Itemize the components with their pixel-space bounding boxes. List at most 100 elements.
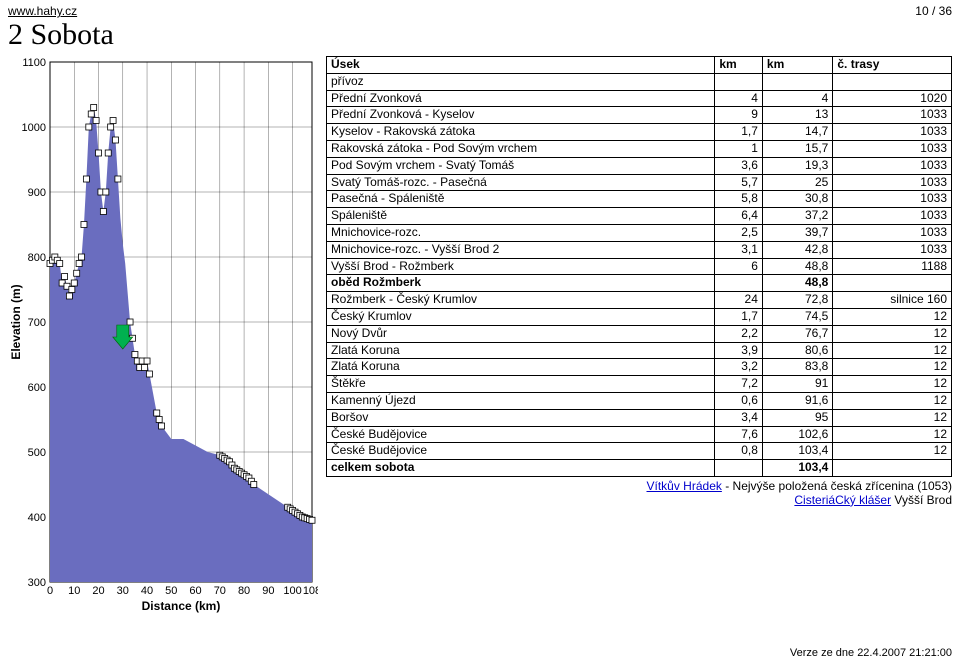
table-cell: Spáleniště: [327, 208, 715, 225]
table-cell: 12: [833, 325, 952, 342]
table-cell: 48,8: [762, 258, 832, 275]
table-row: Rakovská zátoka - Pod Sovým vrchem115,71…: [327, 140, 952, 157]
table-cell: Mnichovice-rozc. - Vyšší Brod 2: [327, 241, 715, 258]
table-cell: 12: [833, 392, 952, 409]
table-cell: Svatý Tomáš-rozc. - Pasečná: [327, 174, 715, 191]
table-cell: 1,7: [715, 308, 763, 325]
table-cell: 1033: [833, 241, 952, 258]
link-cisteriacky-klaser[interactable]: CisteriáCký klášer: [794, 493, 891, 507]
svg-text:900: 900: [28, 187, 46, 199]
table-cell: 12: [833, 426, 952, 443]
svg-text:100: 100: [283, 585, 301, 597]
table-cell: České Budějovice: [327, 443, 715, 460]
table-cell: 1033: [833, 191, 952, 208]
table-cell: 74,5: [762, 308, 832, 325]
table-cell: České Budějovice: [327, 426, 715, 443]
table-cell: 3,4: [715, 409, 763, 426]
table-cell: 12: [833, 359, 952, 376]
table-cell: 14,7: [762, 124, 832, 141]
table-cell: Vyšší Brod - Rožmberk: [327, 258, 715, 275]
elevation-svg: 0102030405060708090100108300400500600700…: [8, 56, 318, 616]
table-cell: [762, 73, 832, 90]
table-header-row: Úsek km km č. trasy: [327, 57, 952, 74]
table-cell: 3,9: [715, 342, 763, 359]
svg-text:Elevation (m): Elevation (m): [9, 284, 23, 359]
table-cell: 4: [715, 90, 763, 107]
table-cell: [715, 73, 763, 90]
table-cell: 1033: [833, 124, 952, 141]
table-cell: silnice 160: [833, 292, 952, 309]
svg-text:700: 700: [28, 317, 46, 329]
table-cell: Rožmberk - Český Krumlov: [327, 292, 715, 309]
table-cell: 3,2: [715, 359, 763, 376]
table-cell: 12: [833, 409, 952, 426]
table-cell: Nový Dvůr: [327, 325, 715, 342]
table-row: Kyselov - Rakovská zátoka1,714,71033: [327, 124, 952, 141]
table-row: Štěkře7,29112: [327, 376, 952, 393]
table-cell: 12: [833, 308, 952, 325]
table-cell: Český Krumlov: [327, 308, 715, 325]
svg-text:80: 80: [238, 585, 250, 597]
table-cell: přívoz: [327, 73, 715, 90]
link-vitkuv-hradek[interactable]: Vítkův Hrádek: [647, 479, 722, 493]
table-cell: 103,4: [762, 443, 832, 460]
table-row: Svatý Tomáš-rozc. - Pasečná5,7251033: [327, 174, 952, 191]
table-row: oběd Rožmberk48,8: [327, 275, 952, 292]
table-cell: 0,8: [715, 443, 763, 460]
table-cell: 6,4: [715, 208, 763, 225]
table-cell: 0,6: [715, 392, 763, 409]
table-row: České Budějovice7,6102,612: [327, 426, 952, 443]
table-row: Mnichovice-rozc. - Vyšší Brod 23,142,810…: [327, 241, 952, 258]
page-number: 10 / 36: [915, 4, 952, 18]
table-cell: 1033: [833, 174, 952, 191]
table-cell: [715, 460, 763, 477]
table-cell: 2,5: [715, 224, 763, 241]
table-cell: 37,2: [762, 208, 832, 225]
table-cell: 95: [762, 409, 832, 426]
table-cell: Přední Zvonková: [327, 90, 715, 107]
table-cell: 9: [715, 107, 763, 124]
table-row: přívoz: [327, 73, 952, 90]
table-cell: 1033: [833, 224, 952, 241]
table-row: Mnichovice-rozc.2,539,71033: [327, 224, 952, 241]
table-row: celkem sobota103,4: [327, 460, 952, 477]
svg-text:10: 10: [68, 585, 80, 597]
svg-text:90: 90: [262, 585, 274, 597]
note2-text: Vyšší Brod: [891, 493, 952, 507]
table-cell: 1020: [833, 90, 952, 107]
svg-text:800: 800: [28, 252, 46, 264]
svg-text:Distance (km): Distance (km): [142, 599, 221, 613]
svg-text:40: 40: [141, 585, 153, 597]
table-cell: Rakovská zátoka - Pod Sovým vrchem: [327, 140, 715, 157]
site-url[interactable]: www.hahy.cz: [8, 4, 77, 18]
table-cell: Štěkře: [327, 376, 715, 393]
table-cell: 3,6: [715, 157, 763, 174]
table-cell: [833, 73, 952, 90]
svg-text:0: 0: [47, 585, 53, 597]
table-cell: 7,6: [715, 426, 763, 443]
table-cell: 1188: [833, 258, 952, 275]
table-cell: 12: [833, 376, 952, 393]
table-row: České Budějovice0,8103,412: [327, 443, 952, 460]
table-row: Přední Zvonková - Kyselov9131033: [327, 107, 952, 124]
table-row: Zlatá Koruna3,980,612: [327, 342, 952, 359]
svg-text:20: 20: [92, 585, 104, 597]
table-row: Český Krumlov1,774,512: [327, 308, 952, 325]
table-cell: 91,6: [762, 392, 832, 409]
table-row: Vyšší Brod - Rožmberk648,81188: [327, 258, 952, 275]
col-trasy: č. trasy: [833, 57, 952, 74]
version-footer: Verze ze dne 22.4.2007 21:21:00: [790, 647, 952, 659]
table-row: Kamenný Újezd0,691,612: [327, 392, 952, 409]
table-row: Přední Zvonková441020: [327, 90, 952, 107]
svg-text:30: 30: [117, 585, 129, 597]
table-cell: Kamenný Újezd: [327, 392, 715, 409]
table-cell: Přední Zvonková - Kyselov: [327, 107, 715, 124]
page-title: 2 Sobota: [0, 18, 960, 56]
table-cell: Zlatá Koruna: [327, 342, 715, 359]
table-row: Zlatá Koruna3,283,812: [327, 359, 952, 376]
table-cell: 3,1: [715, 241, 763, 258]
table-cell: 12: [833, 342, 952, 359]
svg-text:1100: 1100: [22, 57, 46, 69]
table-cell: 5,7: [715, 174, 763, 191]
table-cell: 25: [762, 174, 832, 191]
